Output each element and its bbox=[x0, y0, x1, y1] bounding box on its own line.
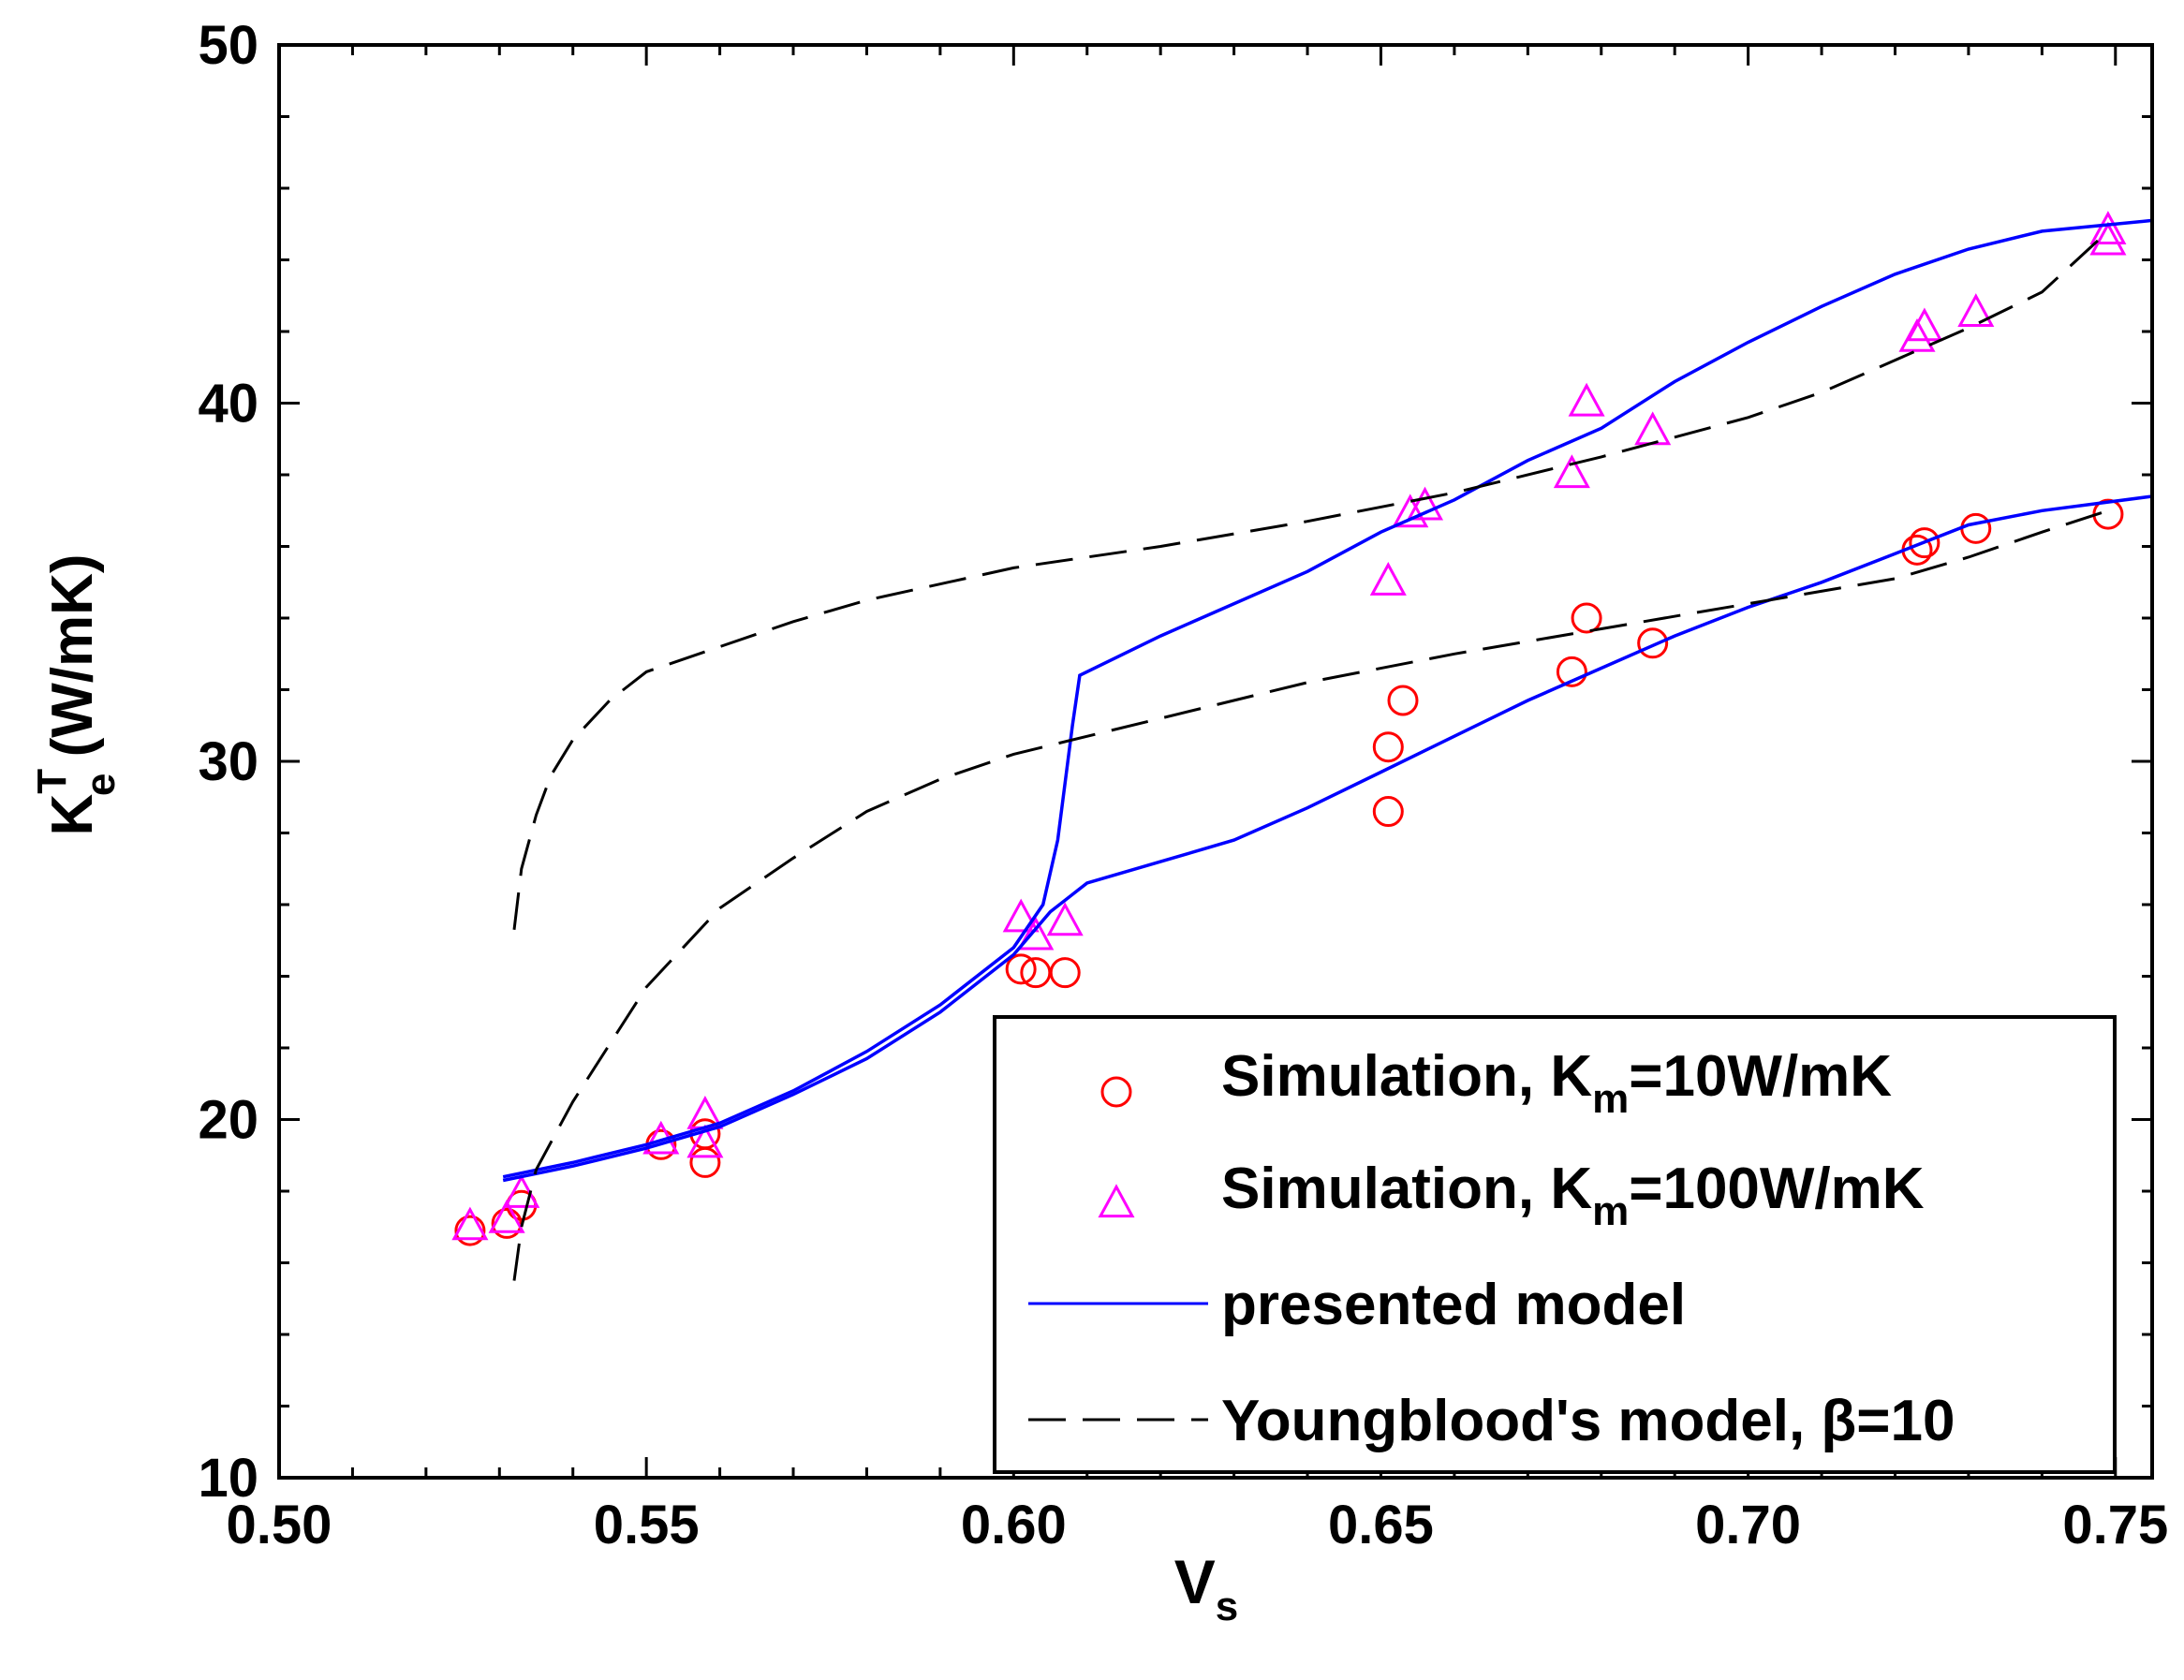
sim10-point bbox=[1909, 527, 1941, 559]
y-axis-title-sup: T bbox=[29, 769, 75, 794]
legend-label-sub: m bbox=[1592, 1188, 1629, 1234]
legend-circle-icon bbox=[1100, 1076, 1132, 1108]
sim10-point bbox=[1571, 602, 1602, 634]
sim100-point bbox=[1553, 454, 1590, 489]
sim100-point bbox=[1046, 902, 1084, 936]
series-5 bbox=[512, 508, 2109, 1281]
y-axis-title-unit: (W/mK) bbox=[40, 553, 105, 773]
x-axis-title-main: V bbox=[1174, 1547, 1216, 1616]
y-tick-label: 10 bbox=[198, 1448, 258, 1509]
series-4 bbox=[512, 229, 2109, 930]
legend-label: Youngblood's model, β=10 bbox=[1221, 1389, 1955, 1453]
sim10-point bbox=[1556, 656, 1587, 687]
presented-model-line bbox=[502, 494, 2153, 1183]
sim100-point bbox=[1634, 411, 1672, 446]
sim10-point bbox=[1372, 731, 1404, 763]
y-axis-title-sub: e bbox=[78, 774, 124, 796]
presented-model-line bbox=[502, 218, 2153, 1179]
legend-label-sub: m bbox=[1592, 1076, 1629, 1122]
y-tick-label: 40 bbox=[198, 374, 258, 435]
sim100-point bbox=[451, 1206, 489, 1241]
youngblood-model-line bbox=[512, 508, 2109, 1281]
sim100-point bbox=[1002, 898, 1040, 933]
legend-label-rest: =100W/mK bbox=[1629, 1157, 1925, 1221]
sim10-point bbox=[1637, 627, 1669, 659]
legend-label-text: presented model bbox=[1221, 1273, 1686, 1337]
y-axis-title-main: K bbox=[40, 794, 105, 836]
sim10-point bbox=[689, 1146, 721, 1178]
sim100-point bbox=[1906, 307, 1943, 342]
y-axis-title-group: KTe (W/mK) bbox=[29, 553, 124, 835]
sim100-point bbox=[1406, 486, 1444, 521]
x-axis-title: Vs bbox=[1174, 1547, 1239, 1629]
legend-triangle-icon bbox=[1098, 1184, 1135, 1218]
sim10-point bbox=[1960, 512, 1992, 544]
axis-titles: Vs KTe (W/mK) bbox=[29, 553, 1238, 1629]
legend-label: Simulation, Km=100W/mK bbox=[1221, 1157, 1925, 1234]
sim10-point bbox=[1372, 796, 1404, 828]
sim100-point bbox=[1568, 382, 1605, 417]
sim10-point bbox=[1049, 957, 1081, 989]
youngblood-model-line bbox=[512, 229, 2109, 930]
x-tick-label: 0.50 bbox=[227, 1495, 332, 1555]
legend-label: presented model bbox=[1221, 1273, 1686, 1337]
sim100-point bbox=[1369, 561, 1407, 596]
sim100-point bbox=[1392, 494, 1429, 528]
legend-box bbox=[993, 1015, 2117, 1474]
x-tick-label: 0.60 bbox=[961, 1495, 1067, 1555]
sim10-point bbox=[1387, 685, 1419, 716]
y-tick-label: 30 bbox=[198, 731, 258, 792]
series-1 bbox=[451, 211, 2127, 1241]
y-tick-label: 50 bbox=[198, 15, 258, 76]
legend-label-text: Youngblood's model, β=10 bbox=[1221, 1389, 1955, 1453]
series-3 bbox=[502, 494, 2153, 1183]
x-tick-label: 0.65 bbox=[1328, 1495, 1434, 1555]
sim10-point bbox=[1005, 953, 1037, 985]
legend-label-text: Simulation, K bbox=[1221, 1044, 1592, 1109]
x-tick-label: 0.75 bbox=[2062, 1495, 2168, 1555]
sim100-point bbox=[2089, 211, 2127, 244]
x-tick-label: 0.55 bbox=[594, 1495, 700, 1555]
legend-label-text: Simulation, K bbox=[1221, 1157, 1592, 1221]
y-axis-title: KTe (W/mK) bbox=[29, 553, 124, 835]
y-tick-label: 20 bbox=[198, 1090, 258, 1151]
legend-label-rest: =10W/mK bbox=[1629, 1044, 1892, 1109]
sim100-point bbox=[1957, 293, 1995, 327]
sim100-point bbox=[686, 1124, 724, 1158]
sim100-point bbox=[2089, 221, 2127, 256]
x-axis-title-sub: s bbox=[1216, 1584, 1238, 1629]
series-2 bbox=[502, 218, 2153, 1179]
sim100-point bbox=[488, 1199, 525, 1233]
axes: 0.50 0.55 0.60 0.65 0.70 0.75 10 20 30 40 50 bbox=[198, 15, 2168, 1555]
plot-area bbox=[451, 211, 2153, 1281]
x-tick-label: 0.70 bbox=[1695, 1495, 1801, 1555]
sim10-point bbox=[454, 1215, 486, 1246]
sim100-point bbox=[1017, 916, 1055, 951]
legend-label: Simulation, Km=10W/mK bbox=[1221, 1044, 1892, 1122]
